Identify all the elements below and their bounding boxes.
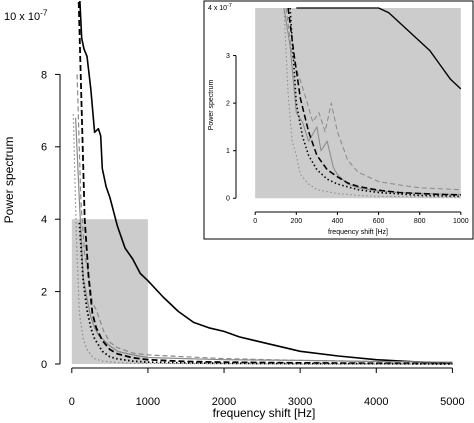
inset-series-line-solid-black	[296, 7, 462, 90]
inset-x-tick-label: 400	[332, 218, 344, 225]
main-y-tick-label: 6	[41, 142, 47, 154]
main-x-tick-label: 4000	[364, 396, 388, 408]
main-y-multiplier-exponent: -7	[40, 9, 48, 18]
inset-y-tick-label: 1	[226, 148, 230, 155]
inset-series-line-dashed-gray	[285, 7, 461, 191]
inset-y-tick-label: 2	[226, 101, 230, 108]
main-series-line-dashed-black	[77, 1, 453, 365]
inset-x-tick-label: 1000	[453, 218, 469, 225]
inset-x-tick-label: 600	[373, 218, 385, 225]
inset-y-multiplier-exponent: -7	[227, 3, 232, 9]
inset-frame	[203, 0, 474, 240]
main-series-line-solid-gray	[75, 117, 453, 363]
inset-x-tick-label: 0	[253, 218, 257, 225]
inset-series-line-dashed-black	[287, 7, 461, 196]
main-y-tick-label: 4	[41, 214, 47, 226]
main-series-group	[72, 1, 453, 365]
main-x-axis-title: frequency shift [Hz]	[213, 406, 316, 420]
inset-shaded-region	[255, 8, 461, 199]
inset-y-multiplier-label: 4 x 10-7	[208, 3, 232, 12]
main-series-line-dotted-gray	[72, 114, 453, 365]
main-y-tick-label: 2	[41, 286, 47, 298]
main-y-axis-title: Power spectrum	[2, 137, 16, 224]
inset-y-axis-title: Power spectrum	[208, 80, 215, 131]
inset-x-axis-title: frequency shift [Hz]	[328, 229, 388, 236]
main-x-tick-label: 5000	[440, 396, 464, 408]
main-y-multiplier-label: 10 x 10-7	[4, 9, 48, 23]
inset-y-tick-label: 0	[226, 196, 230, 203]
inset-y-tick-label: 3	[226, 53, 230, 60]
main-x-tick-label: 2000	[212, 396, 236, 408]
main-x-tick-label: 0	[69, 396, 75, 408]
main-x-tick-label: 3000	[288, 396, 312, 408]
main-series-line-dotted-black	[78, 222, 453, 365]
main-x-tick-label: 1000	[136, 396, 160, 408]
inset-series-group	[283, 7, 462, 198]
main-series-line-solid-black	[79, 1, 453, 365]
inset-x-tick-label: 200	[290, 218, 302, 225]
inset-series-line-dotted-gray	[283, 7, 461, 198]
main-y-tick-label: 8	[41, 69, 47, 81]
main-y-tick-label: 0	[41, 359, 47, 371]
inset-x-tick-label: 800	[414, 218, 426, 225]
